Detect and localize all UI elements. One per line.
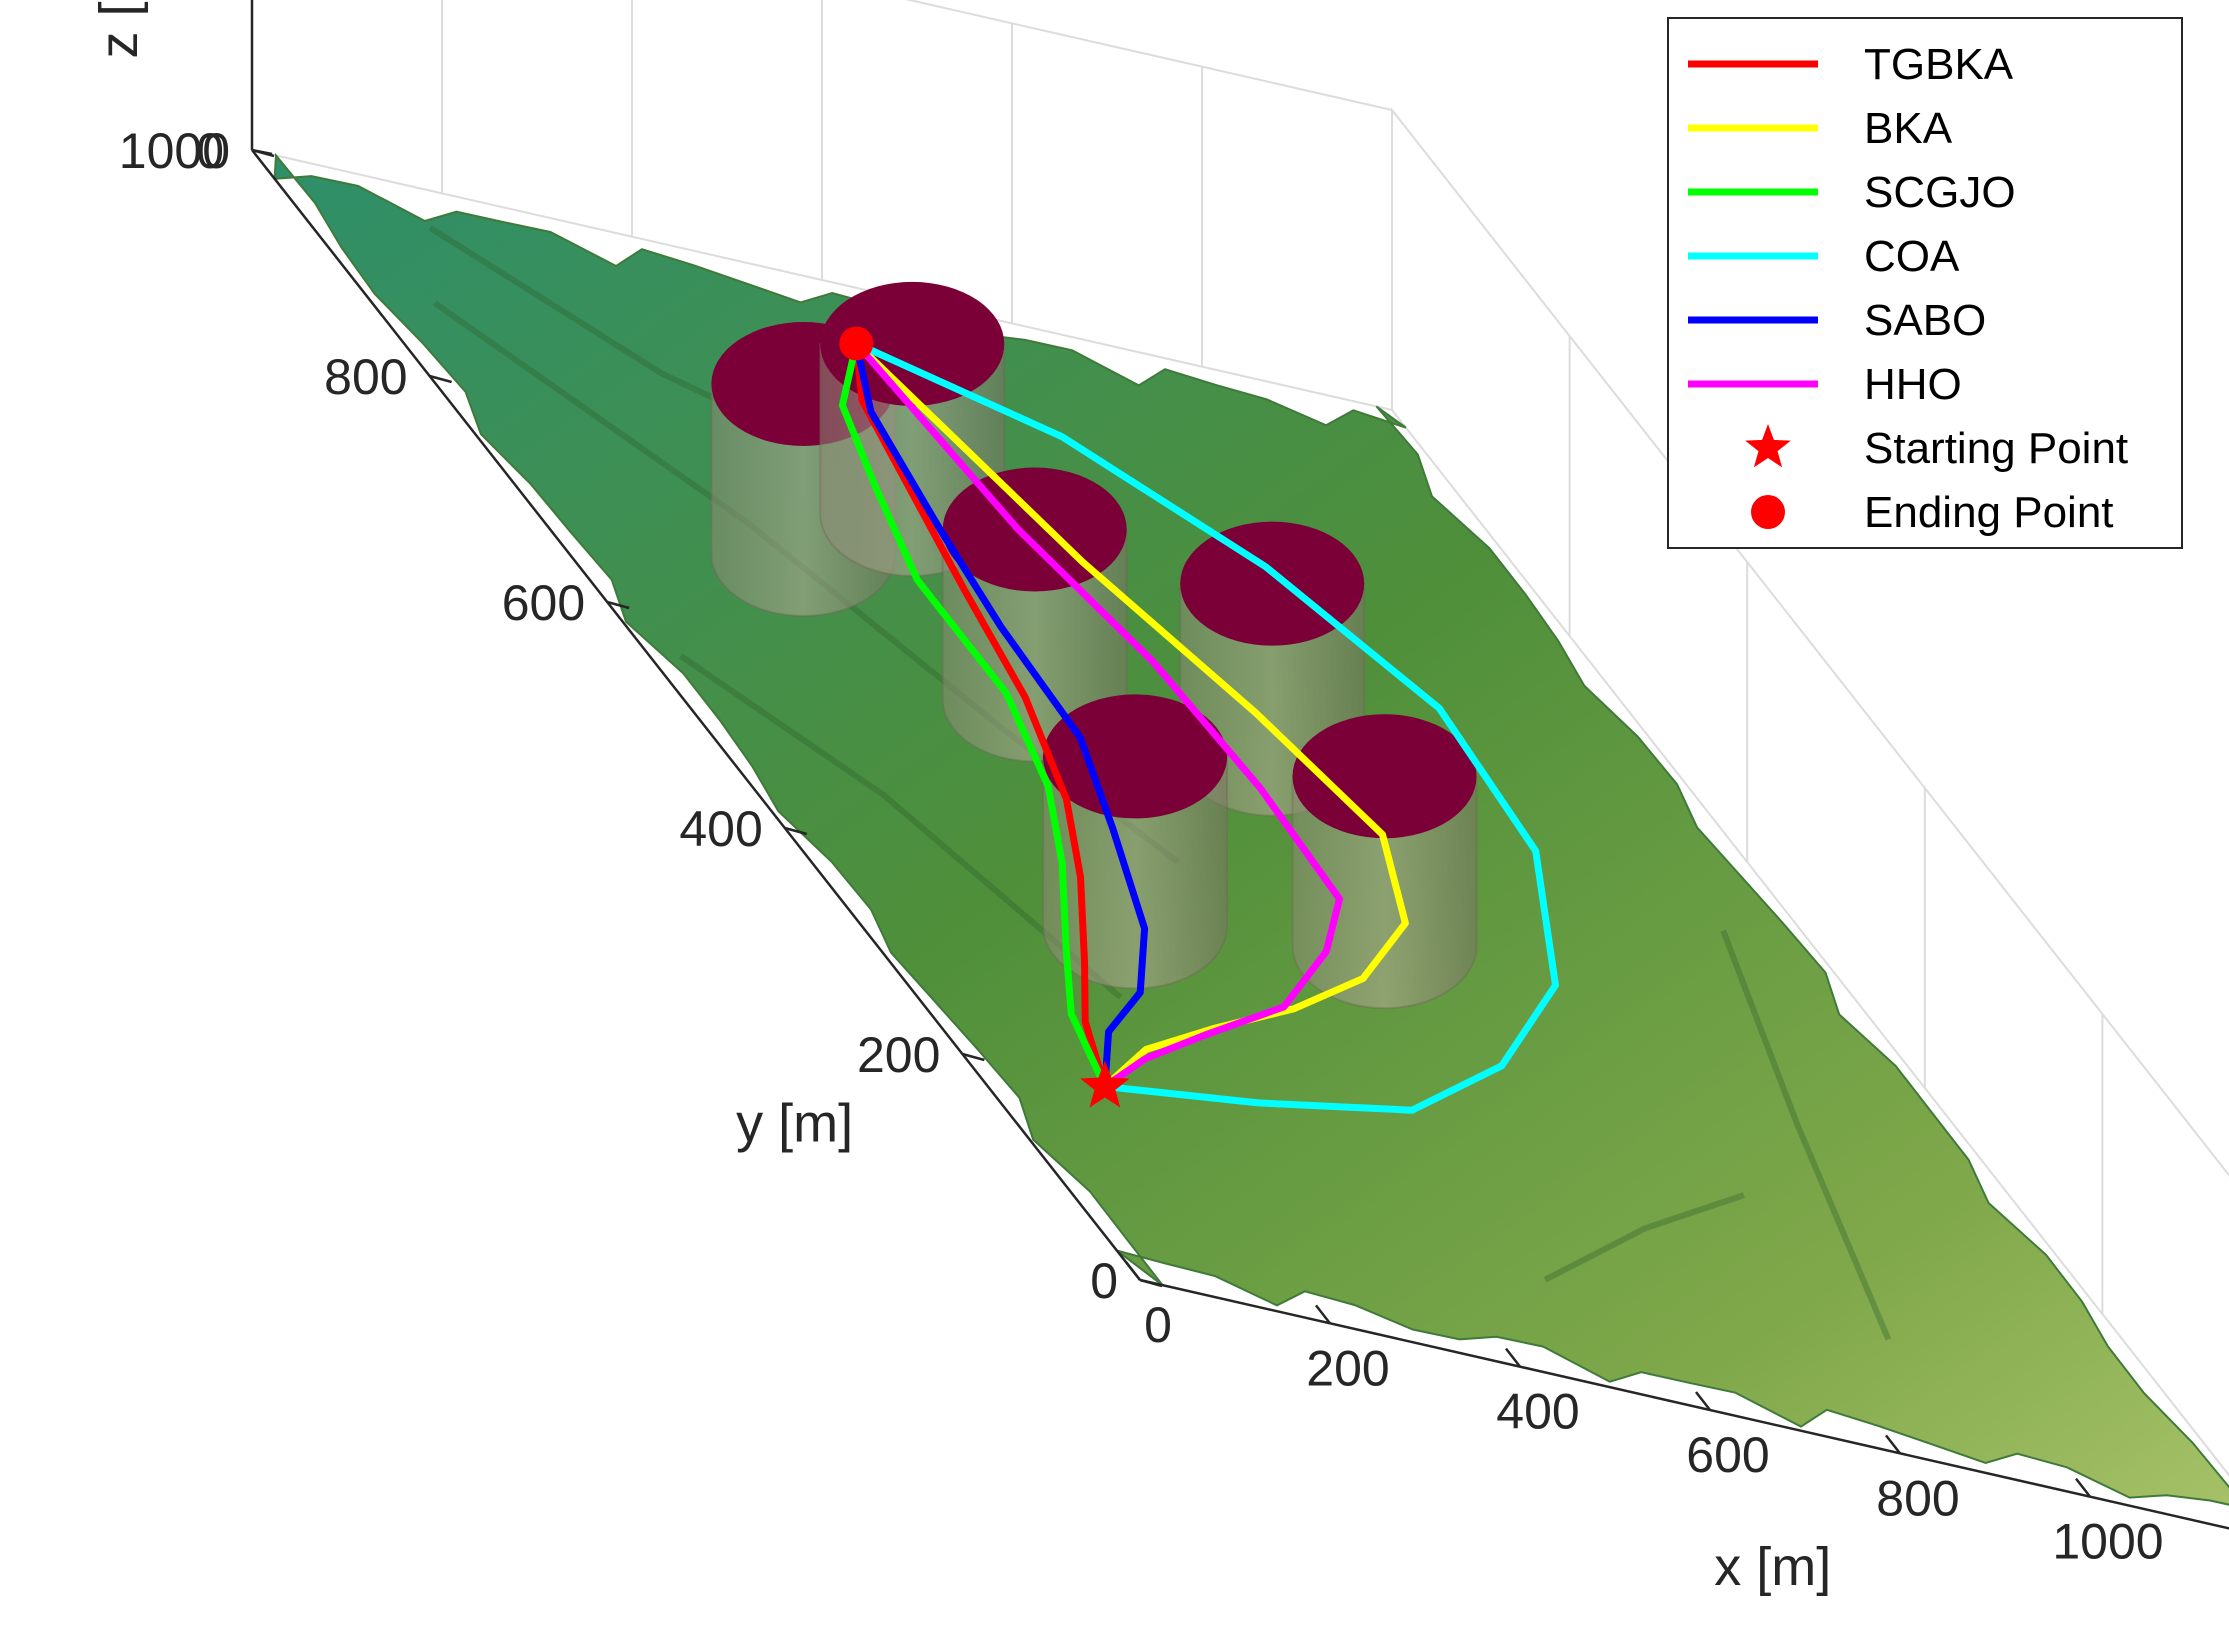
end-point-marker bbox=[839, 326, 874, 361]
x-tick-label: 200 bbox=[1306, 1340, 1389, 1396]
y-tick-mark bbox=[429, 374, 452, 384]
z-tick-label: 0 bbox=[196, 123, 224, 179]
z-axis-label: z [m] bbox=[89, 0, 149, 59]
y-axis-label: y [m] bbox=[736, 1093, 853, 1153]
z-tick-mark bbox=[251, 148, 273, 156]
x-axis-label: x [m] bbox=[1714, 1537, 1831, 1597]
legend-label: COA bbox=[1864, 232, 1960, 281]
x-tick-mark bbox=[2075, 1477, 2091, 1498]
y-tick-mark bbox=[962, 1052, 985, 1062]
legend-box bbox=[1667, 17, 2183, 549]
obstacle-top bbox=[1292, 714, 1477, 839]
legend: TGBKA BKA SCGJO COA SABO HHO Starting Point End… bbox=[1667, 17, 2183, 549]
marker-layer bbox=[839, 326, 1130, 1108]
series-layer bbox=[838, 340, 1559, 1114]
legend-label: TGBKA bbox=[1864, 40, 2014, 89]
series-line-bka bbox=[852, 340, 1409, 1090]
x-tick-label: 0 bbox=[1144, 1297, 1172, 1353]
back-wall-x bbox=[1391, 107, 2229, 1477]
y-tick-mark bbox=[784, 826, 808, 836]
axis-layer: x [m] y [m] z [m] 0200400600800100012000… bbox=[89, 0, 2229, 1597]
series-line-sabo bbox=[852, 340, 1149, 1090]
legend-label: Starting Point bbox=[1864, 424, 2128, 473]
legend-label: HHO bbox=[1864, 360, 1962, 409]
legend-label: SABO bbox=[1864, 296, 1986, 345]
x-tick-mark bbox=[1695, 1391, 1711, 1411]
x-tick-mark bbox=[1125, 1261, 1141, 1281]
x-tick-label: 600 bbox=[1686, 1427, 1769, 1483]
terrain-ridge bbox=[1543, 1192, 1745, 1283]
terrain-ridge bbox=[1720, 929, 1892, 1341]
legend-end-marker bbox=[1751, 495, 1785, 529]
y-tick-mark bbox=[1139, 1278, 1163, 1288]
x-tick-mark bbox=[1885, 1434, 1901, 1455]
obstacle-cylinder bbox=[1291, 714, 1478, 1010]
x-tick-mark bbox=[1505, 1347, 1521, 1368]
series-line-tgbka bbox=[852, 340, 1109, 1090]
x-tick-mark bbox=[1315, 1304, 1331, 1325]
legend-start-marker bbox=[1745, 424, 1791, 468]
y-tick-label: 400 bbox=[679, 801, 762, 857]
obstacle-cylinder bbox=[1042, 694, 1229, 990]
x-tick-label: 400 bbox=[1496, 1384, 1579, 1440]
series-line-coa bbox=[852, 340, 1559, 1114]
y-tick-label: 600 bbox=[502, 575, 585, 631]
obstacle-side bbox=[1291, 775, 1478, 1010]
terrain-ridge bbox=[679, 653, 1123, 1000]
series-line-scgjo bbox=[838, 340, 1109, 1090]
obstacle-top bbox=[1043, 694, 1228, 819]
y-tick-label: 1000 bbox=[119, 123, 230, 179]
legend-label: BKA bbox=[1864, 104, 1953, 153]
y-tick-label: 800 bbox=[324, 349, 407, 405]
series-line-hho bbox=[852, 340, 1343, 1090]
obstacle-top bbox=[1180, 521, 1365, 646]
start-point-marker bbox=[1080, 1060, 1130, 1108]
x-tick-label: 1000 bbox=[2052, 1514, 2163, 1570]
grid-layer bbox=[251, 0, 2229, 1477]
y-axis-line bbox=[251, 149, 1141, 1281]
y-tick-mark bbox=[606, 600, 630, 610]
legend-label: SCGJO bbox=[1864, 168, 2016, 217]
x-tick-label: 800 bbox=[1876, 1470, 1959, 1526]
legend-label: Ending Point bbox=[1864, 488, 2114, 537]
y-tick-label: 0 bbox=[1090, 1253, 1118, 1309]
y-tick-label: 200 bbox=[857, 1027, 940, 1083]
